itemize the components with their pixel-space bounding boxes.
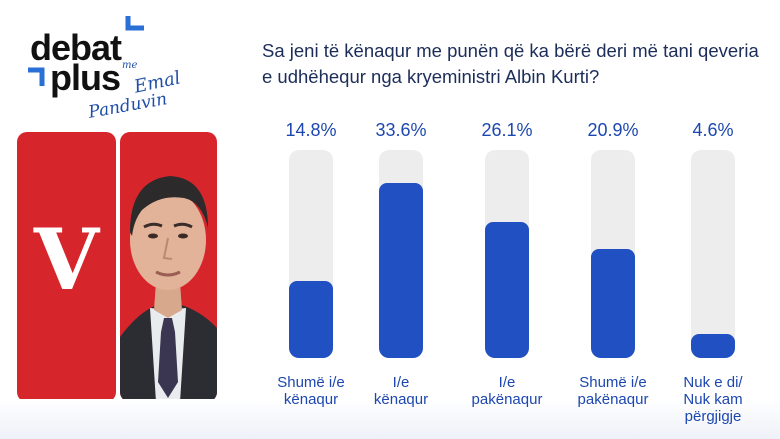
bar <box>691 334 735 358</box>
bar-track <box>591 150 635 358</box>
category-label: Shumë i/e kënaqur <box>256 374 366 408</box>
bar-value-label: 20.9% <box>587 120 639 140</box>
bottom-gradient <box>0 399 780 439</box>
category-label-line: kënaqur <box>373 391 429 408</box>
bar <box>379 183 423 358</box>
category-label: Shumë i/e pakënaqur <box>558 374 668 408</box>
category-label: I/e pakënaqur <box>452 374 562 408</box>
category-label-line: pakënaqur <box>577 391 649 408</box>
bar <box>289 281 333 358</box>
v-mark-logo: V <box>33 210 100 309</box>
category-label-line: Shumë i/e <box>579 374 647 391</box>
logo-corner-bottom-icon <box>28 67 45 86</box>
bar-track <box>289 150 333 358</box>
v-mark-panel: V <box>17 132 116 402</box>
logo-signature-me: me <box>122 60 138 71</box>
logo-word-plus: plus <box>50 57 121 98</box>
portrait-illustration <box>120 176 217 402</box>
category-label-line: përgjigje <box>684 408 742 425</box>
bar-value-label: 26.1% <box>481 120 533 140</box>
chart-title: Sa jeni të kënaqur me punën që ka bërë d… <box>262 40 759 87</box>
category-label: I/e kënaqur <box>346 374 456 408</box>
category-label-line: Nuk e di/ <box>683 374 743 391</box>
category-label-line: Shumë i/e <box>277 374 345 391</box>
category-label-line: kënaqur <box>283 391 339 408</box>
category-label-line: Nuk kam <box>683 391 743 408</box>
bar <box>591 249 635 358</box>
bar-value-label: 14.8% <box>285 120 337 140</box>
category-label-line: I/e <box>498 374 516 391</box>
politician-portrait <box>120 132 217 402</box>
bar-value-label: 4.6% <box>692 120 734 140</box>
category-label-line: pakënaqur <box>471 391 543 408</box>
category-label-line: I/e <box>392 374 410 391</box>
bar-track <box>485 150 529 358</box>
category-label: Nuk e di/Nuk kam përgjigje <box>658 374 768 425</box>
logo-word-debat: debat <box>30 27 122 68</box>
debat-plus-logo: debat plus me Emal Panduvin <box>26 14 206 124</box>
bar-track <box>379 150 423 358</box>
logo-corner-top-icon <box>125 16 144 31</box>
bar <box>485 222 529 358</box>
bar-track <box>691 150 735 358</box>
bar-value-label: 33.6% <box>375 120 427 140</box>
